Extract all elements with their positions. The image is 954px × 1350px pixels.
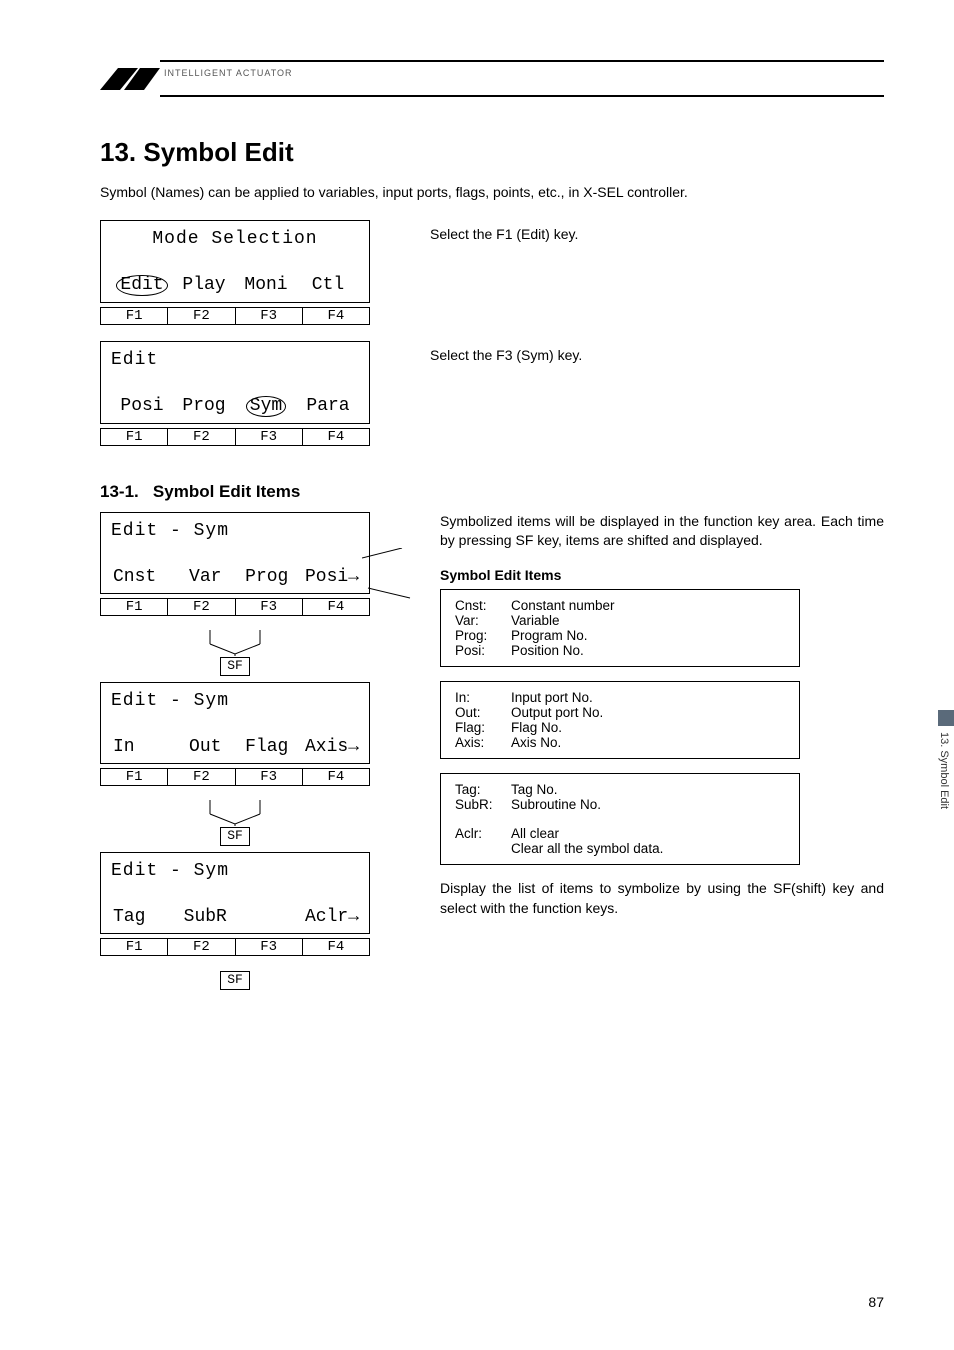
down-arrow-icon — [190, 800, 280, 826]
brand-logo-icon — [100, 64, 160, 94]
section-heading: 13. Symbol Edit — [100, 137, 884, 168]
fkey-f4: F4 — [303, 598, 370, 616]
lcd-item: In — [111, 737, 175, 757]
sf-key: SF — [220, 657, 250, 676]
brand-header: INTELLIGENT ACTUATOR — [100, 60, 884, 97]
fkey-f1: F1 — [100, 307, 168, 325]
lcd-mode-selection: Mode Selection Edit Play Moni Ctl — [100, 220, 370, 303]
lcd-item-play: Play — [173, 275, 235, 295]
fkey-f3: F3 — [236, 938, 303, 956]
lcd-edit: Edit Posi Prog Sym Para — [100, 341, 370, 424]
fkey-f4: F4 — [303, 938, 370, 956]
lcd-sym-2: Edit - Sym In Out Flag Axis→ — [100, 682, 370, 764]
lcd-item: Prog — [236, 567, 298, 587]
fkey-f4: F4 — [303, 768, 370, 786]
desc-heading: Symbol Edit Items — [440, 567, 884, 583]
down-arrow-icon — [190, 630, 280, 656]
lcd-item: Out — [175, 737, 237, 757]
fkey-row: F1 F2 F3 F4 — [100, 428, 370, 446]
info-box-1: Cnst:Constant number Var:Variable Prog:P… — [440, 589, 800, 667]
fkey-f1: F1 — [100, 598, 168, 616]
side-tab: 13. Symbol Edit — [934, 710, 954, 870]
lcd-item-ctl: Ctl — [297, 275, 359, 295]
fkey-f1: F1 — [100, 768, 168, 786]
fkey-row: F1 F2 F3 F4 — [100, 307, 370, 325]
edit-note: Select the F3 (Sym) key. — [430, 341, 582, 363]
lcd-title: Edit - Sym — [111, 691, 359, 711]
connector-lines-icon — [362, 548, 422, 648]
mode-note: Select the F1 (Edit) key. — [430, 220, 578, 242]
side-tab-text: 13. Symbol Edit — [934, 726, 950, 809]
desc-footer: Display the list of items to symbolize b… — [440, 879, 884, 918]
fkey-f3: F3 — [236, 768, 303, 786]
fkey-row: F1 F2 F3 F4 — [100, 768, 370, 786]
lcd-item: Aclr→ — [298, 907, 360, 927]
fkey-f2: F2 — [168, 428, 235, 446]
info-box-3: Tag:Tag No. SubR:Subroutine No. Aclr:All… — [440, 773, 800, 865]
lcd-item: Cnst — [111, 567, 175, 587]
brand-text: INTELLIGENT ACTUATOR — [164, 68, 293, 78]
sf-key: SF — [220, 827, 250, 846]
lcd-title: Mode Selection — [111, 229, 359, 249]
lcd-item: Flag — [236, 737, 298, 757]
fkey-f2: F2 — [168, 307, 235, 325]
fkey-f2: F2 — [168, 598, 235, 616]
info-box-2: In:Input port No. Out:Output port No. Fl… — [440, 681, 800, 759]
fkey-f1: F1 — [100, 428, 168, 446]
lcd-sym-3: Edit - Sym Tag SubR Aclr→ — [100, 852, 370, 934]
lcd-item: SubR — [175, 907, 237, 927]
fkey-f4: F4 — [303, 428, 370, 446]
lcd-item-sym: Sym — [246, 396, 286, 417]
lcd-item: Axis→ — [298, 737, 360, 757]
flow-diagram: Edit - Sym Cnst Var Prog Posi→ F1 F2 F3 … — [100, 512, 400, 996]
subsection-heading: 13-1. Symbol Edit Items — [100, 482, 884, 502]
fkey-f4: F4 — [303, 307, 370, 325]
sf-key: SF — [220, 971, 250, 990]
fkey-f3: F3 — [236, 598, 303, 616]
fkey-f2: F2 — [168, 768, 235, 786]
lcd-item-posi: Posi — [111, 396, 173, 416]
fkey-row: F1 F2 F3 F4 — [100, 598, 370, 616]
lcd-item: Posi→ — [298, 567, 360, 587]
fkey-f1: F1 — [100, 938, 168, 956]
lcd-title: Edit - Sym — [111, 861, 359, 881]
fkey-f3: F3 — [236, 307, 303, 325]
lcd-item-moni: Moni — [235, 275, 297, 295]
page-number: 87 — [868, 1294, 884, 1310]
lcd-title: Edit — [111, 350, 359, 370]
lcd-item-prog: Prog — [173, 396, 235, 416]
fkey-row: F1 F2 F3 F4 — [100, 938, 370, 956]
lcd-item-para: Para — [297, 396, 359, 416]
desc-paragraph: Symbolized items will be displayed in th… — [440, 512, 884, 551]
lcd-item-edit: Edit — [116, 275, 167, 296]
fkey-f2: F2 — [168, 938, 235, 956]
section-intro: Symbol (Names) can be applied to variabl… — [100, 184, 884, 200]
lcd-item: Var — [175, 567, 237, 587]
lcd-title: Edit - Sym — [111, 521, 359, 541]
lcd-sym-1: Edit - Sym Cnst Var Prog Posi→ — [100, 512, 370, 594]
fkey-f3: F3 — [236, 428, 303, 446]
lcd-item: Tag — [111, 907, 175, 927]
